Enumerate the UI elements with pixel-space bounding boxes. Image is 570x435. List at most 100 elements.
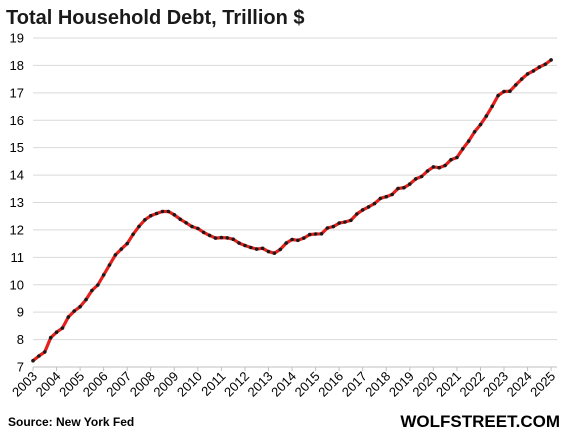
data-point: [190, 224, 194, 229]
data-point: [254, 247, 259, 251]
y-tick-label: 10: [10, 277, 24, 292]
y-tick-label: 15: [10, 140, 24, 155]
brand-watermark: WOLFSTREET.COM: [400, 412, 560, 431]
data-point: [478, 122, 483, 127]
data-point: [549, 58, 553, 62]
data-point: [313, 232, 318, 236]
data-point: [107, 263, 112, 267]
y-tick-label: 11: [11, 250, 25, 265]
data-point: [302, 236, 306, 240]
data-point: [402, 185, 406, 190]
data-point: [502, 89, 506, 94]
data-point: [101, 273, 106, 277]
x-tick-label: 2003: [9, 369, 40, 400]
data-point: [113, 253, 118, 257]
y-tick-label: 13: [10, 195, 24, 210]
data-point: [384, 194, 389, 199]
x-tick-label: 2023: [480, 369, 511, 400]
x-tick-label: 2019: [386, 369, 417, 400]
x-tick-label: 2018: [362, 369, 393, 400]
data-point: [378, 196, 383, 201]
x-tick-label: 2009: [150, 369, 181, 400]
data-point: [66, 315, 71, 319]
data-point: [490, 104, 495, 109]
data-point: [131, 232, 135, 237]
data-point: [525, 72, 530, 76]
data-point: [349, 218, 353, 223]
y-tick-label: 19: [10, 31, 24, 46]
x-tick-label: 2007: [103, 369, 134, 400]
data-point: [461, 147, 465, 151]
data-point: [43, 350, 47, 354]
x-tick-label: 2022: [457, 369, 488, 400]
y-tick-label: 7: [17, 360, 24, 375]
data-point: [243, 243, 247, 248]
data-point: [201, 230, 206, 235]
data-point: [331, 224, 336, 229]
data-point: [143, 218, 147, 222]
data-point: [219, 235, 224, 240]
data-point: [78, 304, 82, 309]
data-point: [225, 236, 230, 240]
data-point: [472, 130, 477, 134]
x-tick-label: 2004: [33, 369, 64, 400]
data-point: [160, 209, 165, 214]
data-point: [213, 236, 218, 240]
x-tick-label: 2017: [339, 369, 370, 400]
data-point: [249, 245, 253, 250]
data-point: [408, 182, 412, 186]
x-tick-label: 2013: [245, 369, 276, 400]
source-note: Source: New York Fed: [8, 415, 134, 429]
x-tick-label: 2005: [56, 369, 87, 400]
x-tick-label: 2008: [127, 369, 158, 400]
debt-series-markers: [31, 58, 553, 363]
data-point: [37, 354, 41, 358]
data-point: [166, 209, 171, 214]
x-tick-label: 2006: [80, 369, 111, 400]
data-point: [325, 226, 330, 230]
data-point: [119, 247, 124, 251]
x-axis-tick-labels: 2003200420052006200720082009201020112012…: [9, 367, 558, 400]
data-point: [290, 237, 294, 242]
x-tick-label: 2016: [315, 369, 346, 400]
x-tick-label: 2025: [527, 369, 558, 400]
data-point: [307, 232, 312, 237]
data-point: [449, 157, 453, 162]
y-tick-label: 17: [10, 85, 24, 100]
data-point: [519, 77, 524, 81]
data-point: [366, 205, 371, 209]
data-point: [137, 224, 141, 229]
x-tick-label: 2011: [198, 369, 228, 399]
y-tick-label: 16: [10, 113, 24, 128]
data-point: [278, 247, 283, 252]
data-point: [396, 186, 400, 191]
data-point: [172, 213, 177, 217]
data-point: [284, 241, 289, 245]
data-point: [431, 165, 436, 169]
x-tick-label: 2021: [433, 369, 464, 400]
data-point: [154, 211, 159, 216]
data-point: [296, 238, 300, 243]
data-point: [514, 83, 518, 87]
y-tick-label: 12: [10, 222, 24, 237]
data-point: [372, 201, 377, 206]
data-point: [266, 249, 271, 254]
data-point: [496, 93, 500, 98]
data-point: [484, 114, 489, 118]
data-point: [178, 217, 182, 221]
data-point: [531, 69, 536, 73]
data-point: [455, 155, 459, 160]
data-point: [360, 208, 365, 212]
data-point: [272, 251, 277, 255]
data-point: [437, 165, 442, 170]
y-tick-label: 18: [10, 58, 24, 73]
data-point: [425, 169, 430, 173]
data-point: [31, 358, 35, 363]
x-tick-label: 2020: [409, 369, 440, 400]
data-point: [337, 221, 342, 225]
data-point: [84, 297, 88, 302]
data-point: [207, 233, 212, 238]
data-point: [260, 246, 265, 251]
data-point: [443, 163, 447, 168]
